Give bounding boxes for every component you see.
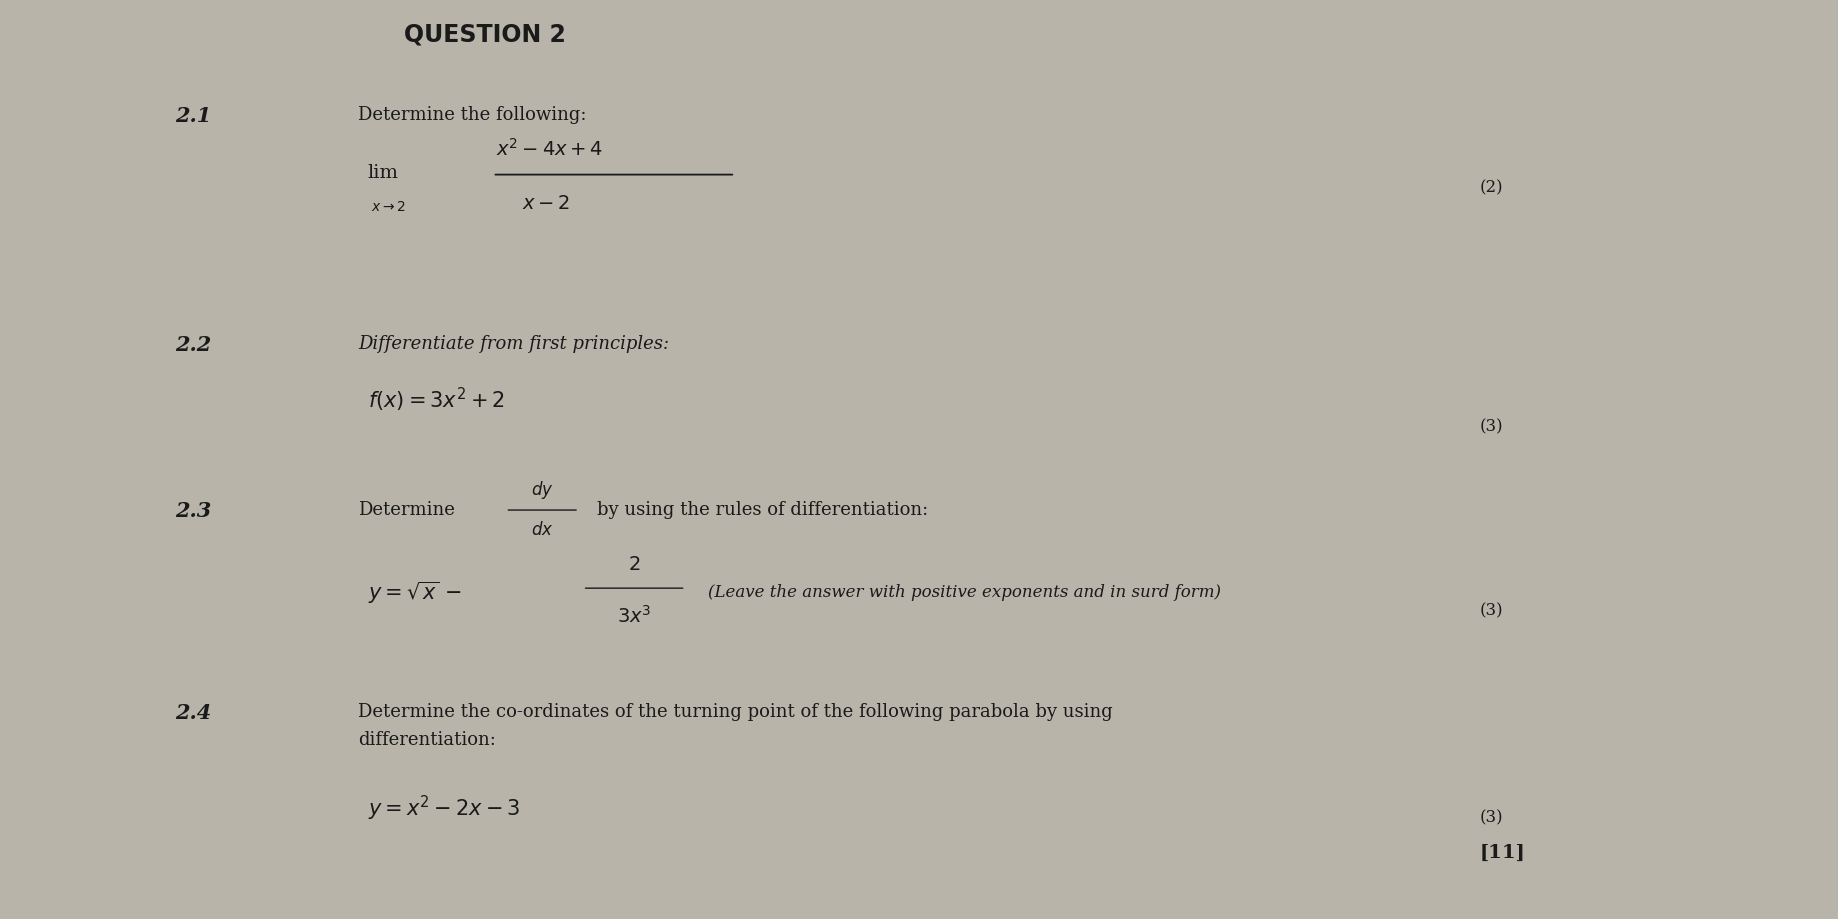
Text: $3x^3$: $3x^3$: [618, 605, 651, 627]
Text: (2): (2): [1480, 179, 1503, 196]
Text: $x - 2$: $x - 2$: [522, 195, 570, 213]
Text: $y = \sqrt{x}\,-$: $y = \sqrt{x}\,-$: [368, 580, 461, 606]
Text: 2.4: 2.4: [175, 703, 211, 723]
Text: $f(x)= 3x^2 + 2$: $f(x)= 3x^2 + 2$: [368, 386, 504, 414]
Text: [11]: [11]: [1480, 844, 1526, 862]
Text: $x \rightarrow 2$: $x \rightarrow 2$: [371, 199, 406, 214]
Text: (3): (3): [1480, 602, 1503, 618]
Text: Determine the following:: Determine the following:: [358, 106, 586, 124]
Text: $y = x^2 - 2x - 3$: $y = x^2 - 2x - 3$: [368, 794, 520, 823]
Text: (Leave the answer with positive exponents and in surd form): (Leave the answer with positive exponent…: [708, 584, 1220, 601]
Text: (3): (3): [1480, 418, 1503, 435]
Text: 2.1: 2.1: [175, 106, 211, 126]
Text: lim: lim: [368, 164, 399, 182]
Text: Determine the co-ordinates of the turning point of the following parabola by usi: Determine the co-ordinates of the turnin…: [358, 703, 1114, 749]
Text: Differentiate from first principles:: Differentiate from first principles:: [358, 335, 669, 354]
Text: $2$: $2$: [629, 556, 640, 574]
Text: (3): (3): [1480, 810, 1503, 826]
Text: $dx$: $dx$: [531, 521, 553, 539]
Text: $x^2 - 4x + 4$: $x^2 - 4x + 4$: [496, 138, 603, 160]
Text: $dy$: $dy$: [531, 479, 553, 501]
Text: QUESTION 2: QUESTION 2: [404, 23, 566, 47]
Text: Determine: Determine: [358, 501, 456, 519]
Text: 2.3: 2.3: [175, 501, 211, 521]
Text: 2.2: 2.2: [175, 335, 211, 356]
Text: by using the rules of differentiation:: by using the rules of differentiation:: [597, 501, 928, 519]
